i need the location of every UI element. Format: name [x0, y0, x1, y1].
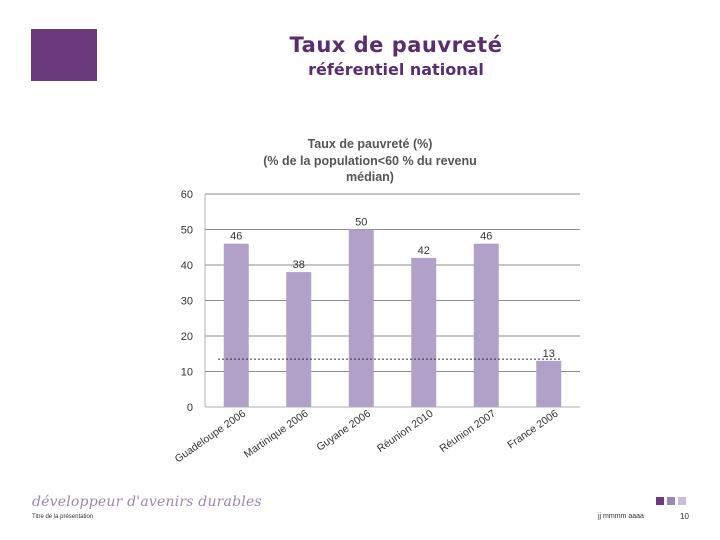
footer-square-dark [656, 497, 664, 505]
data-label: 38 [293, 259, 305, 271]
chart-title-line: médian) [346, 170, 394, 184]
bar [536, 360, 562, 407]
y-tick-label: 20 [181, 331, 193, 343]
x-tick-label: France 2006 [505, 408, 560, 452]
y-tick-label: 40 [181, 260, 193, 272]
y-tick-label: 10 [181, 367, 193, 379]
page-number: 10 [680, 512, 689, 521]
bar [348, 229, 374, 407]
data-label: 46 [230, 231, 242, 243]
bar [411, 257, 437, 407]
page-title: Taux de pauvreté [289, 33, 503, 57]
page-subtitle: référentiel national [308, 60, 484, 79]
presentation-title: Titre de la présentation [32, 514, 94, 520]
data-label: 46 [480, 231, 492, 243]
x-tick-label: Réunion 2010 [375, 408, 436, 455]
footer-date: jj mmmm aaaa [598, 513, 644, 520]
y-tick-label: 30 [181, 296, 193, 308]
x-tick-label: Guadeloupe 2006 [173, 408, 248, 466]
bar [473, 243, 499, 407]
footer-brand: développeur d'avenirs durables [32, 494, 262, 510]
bar [223, 243, 249, 407]
x-tick-label: Réunion 2007 [438, 408, 499, 455]
bar [286, 272, 312, 407]
data-label: 13 [543, 348, 555, 360]
data-label: 42 [418, 245, 430, 257]
x-tick-label: Guyane 2006 [314, 408, 373, 454]
logo-block [31, 29, 97, 81]
data-label: 50 [355, 217, 367, 229]
chart-title-line: Taux de pauvreté (%) [308, 137, 433, 151]
y-tick-label: 60 [181, 189, 193, 201]
x-tick-label: Martinique 2006 [242, 408, 311, 461]
footer-square-light [678, 497, 686, 505]
footer-square-medium [667, 497, 675, 505]
y-tick-label: 0 [187, 402, 193, 414]
chart-title-line: (% de la population<60 % du revenu [263, 154, 477, 168]
y-tick-label: 50 [181, 225, 193, 237]
